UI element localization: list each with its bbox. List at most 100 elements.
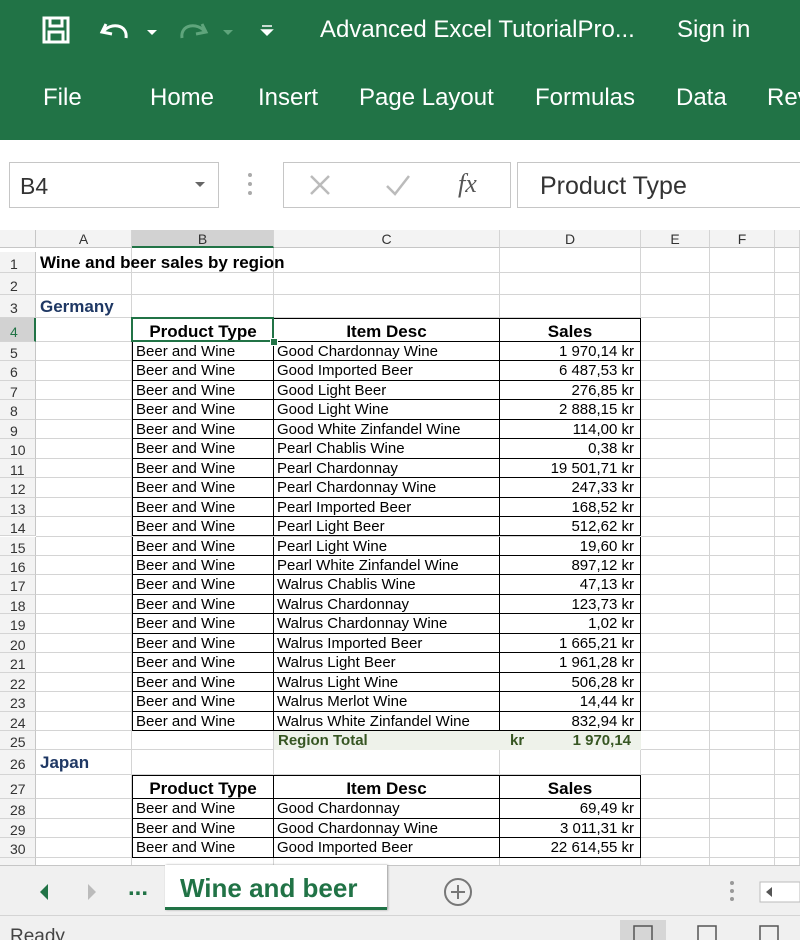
table-cell[interactable]: Walrus Light Beer	[274, 653, 500, 673]
sheet-title[interactable]: Wine and beer sales by region	[40, 253, 285, 272]
table-cell[interactable]: Beer and Wine	[132, 342, 274, 362]
cancel-button[interactable]	[308, 173, 332, 197]
row-header[interactable]: 6	[0, 361, 36, 381]
save-icon[interactable]	[42, 16, 70, 44]
table-cell[interactable]: 69,49 kr	[500, 799, 641, 819]
region-name[interactable]: Germany	[40, 297, 114, 316]
table-cell[interactable]: Beer and Wine	[132, 672, 274, 693]
table-cell[interactable]: Beer and Wine	[132, 711, 274, 731]
table-cell[interactable]: Good Light Wine	[274, 400, 500, 420]
total-cell[interactable]: kr 1 970,14	[500, 731, 641, 751]
table-cell[interactable]: Good Chardonnay Wine	[274, 818, 500, 839]
table-cell[interactable]: 19,60 kr	[500, 536, 641, 556]
table-cell[interactable]: 0,38 kr	[500, 439, 641, 459]
table-cell[interactable]: Beer and Wine	[132, 594, 274, 615]
ribbon-tab[interactable]: Page Layout	[359, 84, 494, 111]
table-cell[interactable]: 22 614,55 kr	[500, 838, 641, 858]
table-cell[interactable]: Beer and Wine	[132, 478, 274, 498]
table-cell[interactable]: 168,52 kr	[500, 497, 641, 518]
table-cell[interactable]: 1,02 kr	[500, 614, 641, 634]
column-header[interactable]	[775, 230, 800, 248]
table-cell[interactable]: 506,28 kr	[500, 672, 641, 693]
table-cell[interactable]: 247,33 kr	[500, 478, 641, 498]
table-cell[interactable]: Pearl Light Beer	[274, 517, 500, 537]
insert-function[interactable]: fx	[458, 169, 477, 198]
row-header[interactable]: 23	[0, 692, 36, 712]
table-cell[interactable]: Beer and Wine	[132, 614, 274, 634]
table-cell[interactable]: 3 011,31 kr	[500, 818, 641, 839]
name-box[interactable]: B4	[9, 162, 219, 208]
row-header[interactable]: 27	[0, 775, 36, 800]
table-cell[interactable]: 1 970,14 kr	[500, 342, 641, 362]
table-cell[interactable]: 276,85 kr	[500, 380, 641, 401]
table-cell[interactable]: Good Imported Beer	[274, 361, 500, 381]
row-header[interactable]: 1	[0, 252, 36, 273]
column-header[interactable]: D	[500, 230, 641, 248]
table-cell[interactable]: 2 888,15 kr	[500, 400, 641, 420]
ribbon-tab[interactable]: Data	[676, 84, 727, 111]
h-scroll[interactable]	[726, 878, 800, 906]
table-cell[interactable]: 1 665,21 kr	[500, 633, 641, 654]
undo-icon[interactable]	[99, 23, 128, 39]
new-sheet-button[interactable]	[442, 876, 474, 908]
redo-dropdown[interactable]	[223, 30, 233, 35]
table-cell[interactable]: Walrus Merlot Wine	[274, 692, 500, 712]
row-header[interactable]: 15	[0, 536, 36, 556]
column-header[interactable]: C	[274, 230, 500, 248]
column-header[interactable]: A	[36, 230, 132, 248]
row-header[interactable]: 7	[0, 380, 36, 401]
row-header[interactable]: 10	[0, 439, 36, 459]
table-cell[interactable]: Beer and Wine	[132, 653, 274, 673]
table-cell[interactable]: 114,00 kr	[500, 419, 641, 440]
table-cell[interactable]: Beer and Wine	[132, 400, 274, 420]
table-cell[interactable]: 123,73 kr	[500, 594, 641, 615]
table-cell[interactable]: Walrus White Zinfandel Wine	[274, 711, 500, 731]
row-header[interactable]: 21	[0, 653, 36, 673]
column-header[interactable]: E	[641, 230, 710, 248]
table-cell[interactable]: Good White Zinfandel Wine	[274, 419, 500, 440]
row-header[interactable]: 22	[0, 672, 36, 693]
table-cell[interactable]: Walrus Imported Beer	[274, 633, 500, 654]
table-cell[interactable]: Beer and Wine	[132, 517, 274, 537]
column-header[interactable]: B	[132, 230, 274, 248]
enter-button[interactable]	[384, 173, 412, 197]
table-cell[interactable]: Beer and Wine	[132, 361, 274, 381]
ribbon-tab[interactable]: Home	[150, 84, 215, 111]
table-cell[interactable]: Pearl Chablis Wine	[274, 439, 500, 459]
table-cell[interactable]: Good Light Beer	[274, 380, 500, 401]
table-cell[interactable]: Beer and Wine	[132, 555, 274, 576]
table-cell[interactable]: Walrus Chardonnay	[274, 594, 500, 615]
table-cell[interactable]: Pearl Imported Beer	[274, 497, 500, 518]
table-cell[interactable]: 6 487,53 kr	[500, 361, 641, 381]
table-cell[interactable]: Beer and Wine	[132, 633, 274, 654]
ribbon-tab[interactable]: Insert	[258, 84, 319, 111]
formula-input[interactable]: Product Type	[517, 162, 800, 208]
table-header[interactable]: Item Desc	[274, 318, 500, 342]
sign-in[interactable]: Sign in	[677, 16, 751, 43]
total-label[interactable]: Region Total	[274, 731, 500, 751]
row-header[interactable]: 29	[0, 818, 36, 839]
sheet-nav[interactable]	[36, 882, 106, 902]
ribbon-tab[interactable]: Rev	[767, 84, 800, 111]
row-header[interactable]: 17	[0, 575, 36, 595]
table-cell[interactable]: 19 501,71 kr	[500, 458, 641, 479]
table-cell[interactable]: Beer and Wine	[132, 799, 274, 819]
row-header[interactable]: 4	[0, 318, 36, 342]
row-header[interactable]: 11	[0, 458, 36, 479]
row-header[interactable]: 5	[0, 342, 36, 362]
table-cell[interactable]: Beer and Wine	[132, 575, 274, 595]
region-name[interactable]: Japan	[40, 753, 90, 773]
table-cell[interactable]: Walrus Chablis Wine	[274, 575, 500, 595]
row-header[interactable]: 14	[0, 517, 36, 537]
table-cell[interactable]: Beer and Wine	[132, 439, 274, 459]
row-header[interactable]: 9	[0, 419, 36, 440]
select-all[interactable]	[0, 230, 36, 248]
active-sheet-tab[interactable]: Wine and beer	[165, 865, 387, 910]
customize-dropdown[interactable]	[260, 25, 274, 37]
table-cell[interactable]: 897,12 kr	[500, 555, 641, 576]
table-cell[interactable]: Good Imported Beer	[274, 838, 500, 858]
table-cell[interactable]: Pearl Light Wine	[274, 536, 500, 556]
table-cell[interactable]: 47,13 kr	[500, 575, 641, 595]
table-cell[interactable]: Beer and Wine	[132, 419, 274, 440]
table-cell[interactable]: Beer and Wine	[132, 497, 274, 518]
